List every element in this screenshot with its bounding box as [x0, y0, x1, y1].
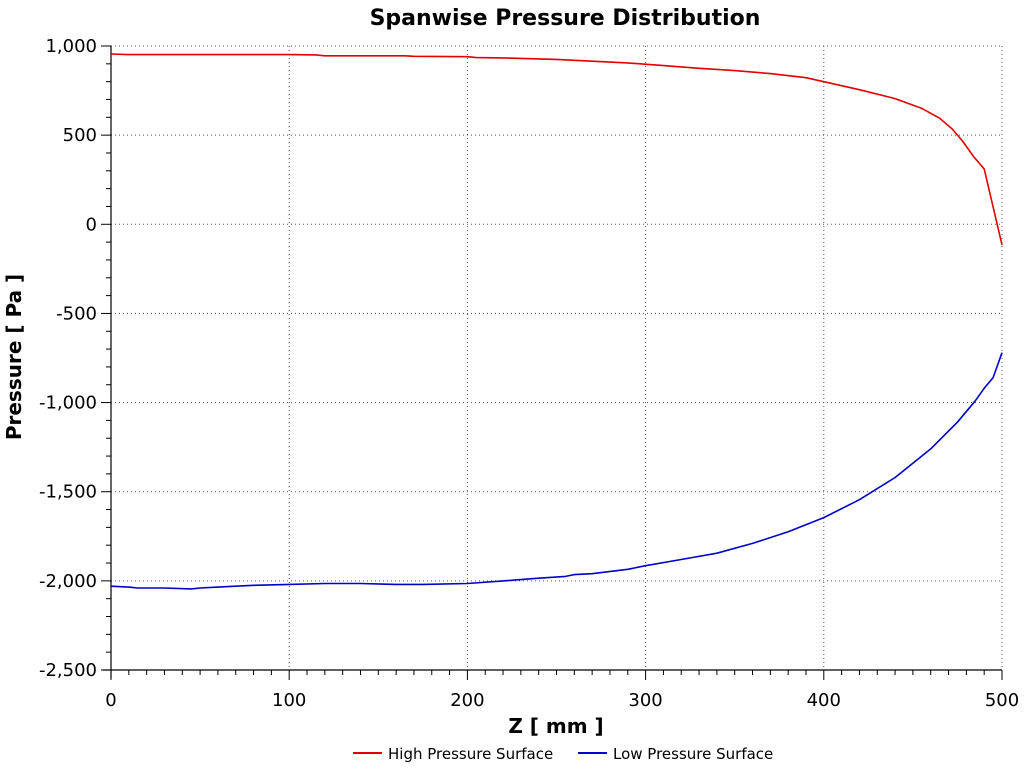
ticks: 1,000 500 0 -500 -1,000 -1,500 -2,000 -2,500 0 10… [39, 36, 1019, 711]
y-tick-label: -1,500 [39, 482, 97, 503]
y-tick-label: -500 [56, 303, 97, 324]
x-axis-label: Z [ mm ] [508, 714, 603, 738]
y-tick-label: -2,500 [39, 660, 97, 681]
x-tick-label: 200 [450, 690, 484, 711]
x-tick-label: 400 [807, 690, 841, 711]
legend-label-low-pressure-surface: Low Pressure Surface [613, 745, 773, 763]
axes [103, 46, 1002, 678]
y-tick-label: -1,000 [39, 393, 97, 414]
grid-lines [111, 45, 1003, 670]
y-tick-label: -2,000 [39, 571, 97, 592]
legend-label-high-pressure-surface: High Pressure Surface [388, 745, 553, 763]
y-tick-label: 1,000 [45, 36, 97, 57]
high-pressure-surface-line [110, 53, 1003, 245]
y-tick-label: 0 [86, 214, 97, 235]
y-tick-label: 500 [63, 125, 97, 146]
low-pressure-surface-line [110, 352, 1003, 590]
x-tick-label: 300 [628, 690, 662, 711]
x-tick-label: 100 [272, 690, 306, 711]
legend: High Pressure Surface Low Pressure Surfac… [353, 745, 773, 763]
x-tick-label: 0 [105, 690, 116, 711]
data-series [110, 53, 1003, 590]
y-axis-label: Pressure [ Pa ] [2, 274, 26, 440]
x-tick-label: 500 [985, 690, 1019, 711]
chart-title: Spanwise Pressure Distribution [370, 6, 761, 31]
